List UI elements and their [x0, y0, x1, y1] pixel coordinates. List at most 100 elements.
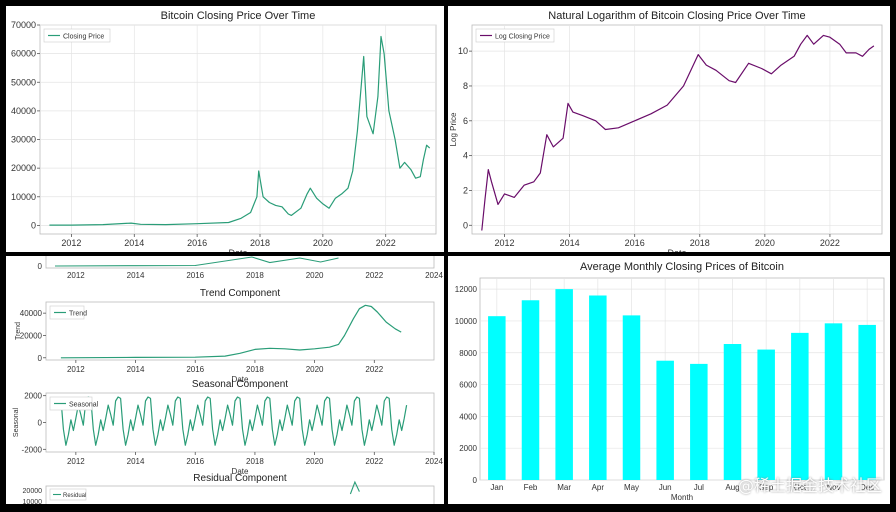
y-tick-label: 0: [38, 262, 43, 271]
bar: [589, 295, 607, 480]
x-tick-label: Apr: [592, 483, 605, 492]
x-tick-label: 2020: [306, 457, 324, 466]
y-axis-label: Seasonal: [13, 407, 20, 437]
y-tick-label: 0: [38, 354, 43, 363]
monthly-bar-chart: Average Monthly Closing Prices of Bitcoi…: [455, 261, 885, 502]
y-tick-label: 10000: [455, 317, 478, 326]
legend-label: Log Closing Price: [495, 34, 550, 41]
chart-title: Bitcoin Closing Price Over Time: [161, 10, 316, 22]
series-line: [481, 34, 875, 231]
y-tick-label: 60000: [11, 49, 36, 59]
legend-box: [43, 28, 111, 43]
x-tick-label: 2020: [306, 271, 324, 280]
x-axis-label: Date: [667, 248, 686, 252]
plot-frame: [45, 485, 435, 504]
y-axis-label: Trend: [15, 322, 22, 340]
x-tick-label: 2012: [61, 238, 81, 248]
decomposition-chart: 0 2012 2014 2016 2018 2020 2022 2024 Trend Compo…: [13, 256, 443, 504]
x-tick-label: Nov: [826, 483, 840, 492]
x-tick-label: 2018: [690, 238, 710, 248]
y-tick-label: 20000: [23, 488, 43, 495]
legend-box: [49, 305, 85, 320]
x-axis-label: Date: [228, 248, 247, 252]
bar: [521, 300, 540, 480]
y-tick-label: 20000: [20, 331, 43, 340]
x-tick-label: 2014: [124, 238, 144, 248]
legend: Seasonal: [49, 396, 99, 411]
x-tick-label: Feb: [524, 483, 538, 492]
x-tick-label: 2012: [67, 457, 85, 466]
series-line: [54, 256, 339, 267]
bar: [555, 289, 573, 480]
x-tick-label: Jan: [490, 483, 503, 492]
plot-frame: [45, 256, 435, 269]
x-tick-label: Dec: [860, 483, 874, 492]
y-tick-label: 10000: [23, 499, 43, 504]
y-tick-label: 10: [458, 46, 468, 56]
y-tick-label: 6000: [459, 381, 477, 390]
bar: [656, 360, 674, 480]
x-tick-label: 2014: [127, 365, 145, 374]
legend-label: Trend: [69, 311, 87, 318]
x-tick-label: Aug: [725, 483, 739, 492]
plot-frame: [471, 24, 883, 235]
x-tick-label: Sep: [759, 483, 774, 492]
x-tick-label: 2020: [306, 365, 324, 374]
y-tick-label: 10000: [11, 192, 36, 202]
y-tick-label: 4: [463, 151, 468, 161]
price-chart-panel: Bitcoin Closing Price Over Time 0 10000 200…: [6, 6, 444, 252]
chart-title: Average Monthly Closing Prices of Bitcoi…: [580, 261, 784, 273]
y-tick-label: 0: [38, 419, 43, 428]
x-tick-label: Oct: [794, 483, 807, 492]
series-line: [349, 480, 360, 495]
bar: [723, 344, 742, 480]
x-tick-label: Mar: [557, 483, 571, 492]
x-tick-label: 2022: [365, 457, 383, 466]
bar: [488, 316, 506, 480]
series-line: [60, 396, 408, 446]
price-chart: Bitcoin Closing Price Over Time 0 10000 200…: [11, 10, 437, 252]
y-tick-label: 2000: [24, 392, 42, 401]
x-tick-label: May: [624, 483, 639, 492]
legend: Closing Price: [43, 28, 111, 43]
x-axis-label: Date: [232, 375, 249, 384]
y-tick-label: 4000: [459, 412, 477, 421]
y-tick-label: 2000: [459, 444, 477, 453]
legend-label: Seasonal: [69, 402, 99, 409]
x-tick-label: 2020: [313, 238, 333, 248]
legend-box: [49, 488, 87, 501]
y-tick-label: 70000: [11, 20, 36, 30]
bar: [622, 315, 641, 480]
x-tick-label: 2016: [625, 238, 645, 248]
chart-title: Natural Logarithm of Bitcoin Closing Pri…: [548, 10, 805, 22]
bar: [690, 363, 708, 480]
x-tick-label: 2018: [250, 238, 270, 248]
legend-label: Closing Price: [63, 34, 104, 41]
chart-title: Trend Component: [200, 288, 280, 299]
decomposition-panel: 0 2012 2014 2016 2018 2020 2022 2024 Trend Compo…: [6, 256, 444, 504]
x-tick-label: 2012: [495, 238, 515, 248]
chart-title: Residual Component: [193, 473, 287, 484]
x-tick-label: 2016: [186, 365, 204, 374]
plot-frame: [39, 24, 437, 235]
x-tick-label: Jun: [659, 483, 672, 492]
y-tick-label: 40000: [11, 106, 36, 116]
x-tick-label: 2018: [246, 271, 264, 280]
y-tick-label: 12000: [455, 285, 478, 294]
x-tick-label: 2014: [127, 457, 145, 466]
y-tick-label: 0: [31, 220, 36, 230]
series-line: [60, 304, 402, 359]
y-tick-label: 6: [463, 116, 468, 126]
legend: Log Closing Price: [475, 28, 555, 43]
y-tick-label: -2000: [22, 445, 43, 454]
x-tick-label: 2016: [186, 271, 204, 280]
y-tick-label: 20000: [11, 163, 36, 173]
x-tick-label: 2022: [365, 365, 383, 374]
x-tick-label: 2022: [820, 238, 840, 248]
x-tick-label: 2022: [376, 238, 396, 248]
y-axis-label: Log Price: [449, 112, 458, 146]
bar: [757, 349, 775, 480]
monthly-bar-chart-panel: Average Monthly Closing Prices of Bitcoi…: [448, 256, 890, 504]
plot-frame: [479, 277, 885, 481]
y-tick-label: 2: [463, 185, 468, 195]
